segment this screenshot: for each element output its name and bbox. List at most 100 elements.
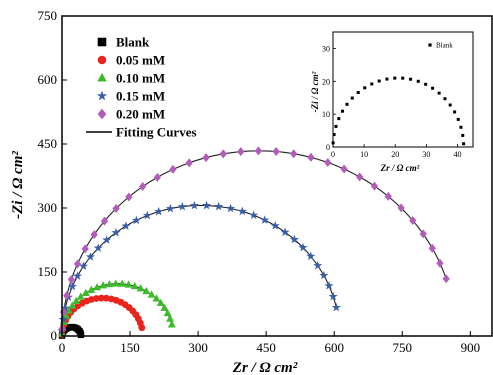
x-tick-label: 600 bbox=[324, 340, 344, 355]
inset-y-ticks: 0 10 20 30 bbox=[322, 44, 336, 152]
data-point-0-15-mm bbox=[298, 242, 308, 252]
legend-marker-0-05-mm bbox=[97, 55, 107, 65]
data-point-0-10-mm bbox=[136, 284, 145, 292]
inset-data-point-blank bbox=[401, 76, 405, 80]
legend-label-0-20-mm: 0.20 mM bbox=[116, 107, 165, 122]
data-point-0-10-mm bbox=[142, 286, 151, 295]
legend-label-fitting-curves: Fitting Curves bbox=[116, 125, 197, 140]
inset-x-tick-label: 40 bbox=[453, 150, 461, 159]
data-point-0-10-mm bbox=[76, 292, 85, 300]
inset-data-point-blank bbox=[443, 97, 447, 101]
data-point-0-15-mm bbox=[270, 220, 280, 230]
legend-marker-0-15-mm bbox=[96, 90, 108, 101]
fit-curve-0-15-mm bbox=[61, 204, 337, 333]
data-point-0-20-mm bbox=[73, 259, 82, 269]
data-point-0-10-mm bbox=[99, 281, 108, 289]
inset-data-point-blank bbox=[437, 91, 441, 95]
data-point-0-20-mm bbox=[340, 164, 348, 174]
data-point-0-15-mm bbox=[249, 210, 259, 220]
y-tick-label: 450 bbox=[38, 136, 58, 151]
x-tick-label: 900 bbox=[461, 340, 481, 355]
inset-data-point-blank bbox=[448, 103, 452, 107]
inset-x-ticks: 0 10 20 30 40 bbox=[331, 144, 461, 159]
inset-data-point-blank bbox=[345, 102, 349, 106]
inset-data-point-blank bbox=[350, 96, 354, 100]
inset-legend-marker-blank bbox=[428, 43, 432, 47]
data-point-0-15-mm bbox=[58, 314, 68, 324]
inset-data-point-blank bbox=[332, 133, 336, 137]
data-point-0-15-mm bbox=[177, 201, 187, 211]
data-point-0-15-mm bbox=[142, 210, 152, 220]
data-point-0-15-mm bbox=[331, 302, 341, 312]
data-point-0-20-mm bbox=[219, 149, 227, 159]
data-point-0-15-mm bbox=[72, 271, 82, 280]
data-point-0-20-mm bbox=[139, 182, 147, 192]
data-point-0-10-mm bbox=[87, 285, 96, 293]
data-point-0-20-mm bbox=[436, 258, 444, 268]
inset-data-point-blank bbox=[393, 76, 397, 80]
data-point-0-20-mm bbox=[428, 243, 436, 253]
data-point-0-10-mm bbox=[62, 312, 71, 320]
inset-legend: Blank bbox=[428, 42, 453, 50]
inset-y-tick-label: 30 bbox=[322, 44, 330, 53]
inset-data-point-blank bbox=[456, 117, 460, 121]
data-point-0-15-mm bbox=[289, 234, 299, 244]
x-tick-label: 150 bbox=[120, 340, 140, 355]
x-tick-label: 0 bbox=[59, 340, 66, 355]
data-point-0-20-mm bbox=[112, 204, 120, 214]
data-point-0-05-mm bbox=[102, 294, 110, 302]
inset-data-point-blank bbox=[431, 86, 435, 90]
inset-x-axis-label: Zr / Ω cm² bbox=[380, 163, 420, 173]
legend-label-0-10-mm: 0.10 mM bbox=[116, 71, 165, 86]
data-point-0-20-mm bbox=[324, 158, 332, 168]
data-point-0-15-mm bbox=[85, 252, 95, 261]
inset-x-tick-label: 30 bbox=[422, 150, 430, 159]
data-point-0-20-mm bbox=[237, 147, 245, 157]
legend-label-0-05-mm: 0.05 mM bbox=[116, 53, 165, 68]
legend-label-blank: Blank bbox=[116, 35, 150, 50]
inset-background bbox=[333, 32, 473, 147]
data-point-0-20-mm bbox=[290, 149, 298, 159]
data-point-0-15-mm bbox=[102, 235, 112, 244]
data-point-0-10-mm bbox=[152, 294, 161, 302]
main-data-points bbox=[57, 146, 450, 339]
y-tick-label: 750 bbox=[38, 8, 58, 23]
y-tick-label: 0 bbox=[51, 328, 58, 343]
data-point-0-10-mm bbox=[147, 290, 156, 298]
data-point-0-15-mm bbox=[328, 291, 338, 301]
data-point-0-20-mm bbox=[100, 216, 109, 226]
data-point-0-20-mm bbox=[63, 291, 71, 301]
legend-label-0-15-mm: 0.15 mM bbox=[116, 89, 165, 104]
inset-legend-label-blank: Blank bbox=[436, 42, 453, 50]
data-point-0-20-mm bbox=[356, 172, 364, 182]
main-x-ticks: 0 150 300 450 600 750 900 bbox=[59, 331, 480, 355]
data-point-0-15-mm bbox=[280, 227, 290, 237]
series-0-05-mm-points bbox=[58, 294, 146, 338]
data-point-0-15-mm bbox=[78, 261, 89, 271]
data-point-0-15-mm bbox=[131, 215, 141, 225]
data-point-0-10-mm bbox=[93, 283, 102, 291]
main-plot-frame bbox=[61, 15, 493, 337]
data-point-0-15-mm bbox=[214, 201, 224, 211]
data-point-0-10-mm bbox=[68, 301, 77, 309]
data-point-0-15-mm bbox=[154, 206, 164, 216]
data-point-0-05-mm bbox=[138, 324, 146, 332]
data-point-0-10-mm bbox=[160, 303, 169, 311]
legend-marker-0-10-mm bbox=[97, 72, 107, 82]
data-point-0-05-mm bbox=[92, 295, 100, 302]
data-point-0-15-mm bbox=[306, 251, 316, 261]
inset-data-point-blank bbox=[409, 77, 413, 81]
data-point-0-20-mm bbox=[370, 181, 379, 191]
data-point-0-20-mm bbox=[81, 244, 89, 254]
data-point-0-10-mm bbox=[124, 280, 133, 288]
data-point-0-20-mm bbox=[254, 146, 263, 156]
inset-data-point-blank bbox=[334, 124, 338, 128]
data-point-0-15-mm bbox=[189, 200, 199, 210]
data-point-0-10-mm bbox=[156, 298, 165, 306]
data-point-0-15-mm bbox=[202, 200, 212, 210]
data-point-0-15-mm bbox=[226, 203, 236, 213]
data-point-0-10-mm bbox=[81, 288, 90, 296]
inset-data-point-blank bbox=[385, 77, 389, 81]
